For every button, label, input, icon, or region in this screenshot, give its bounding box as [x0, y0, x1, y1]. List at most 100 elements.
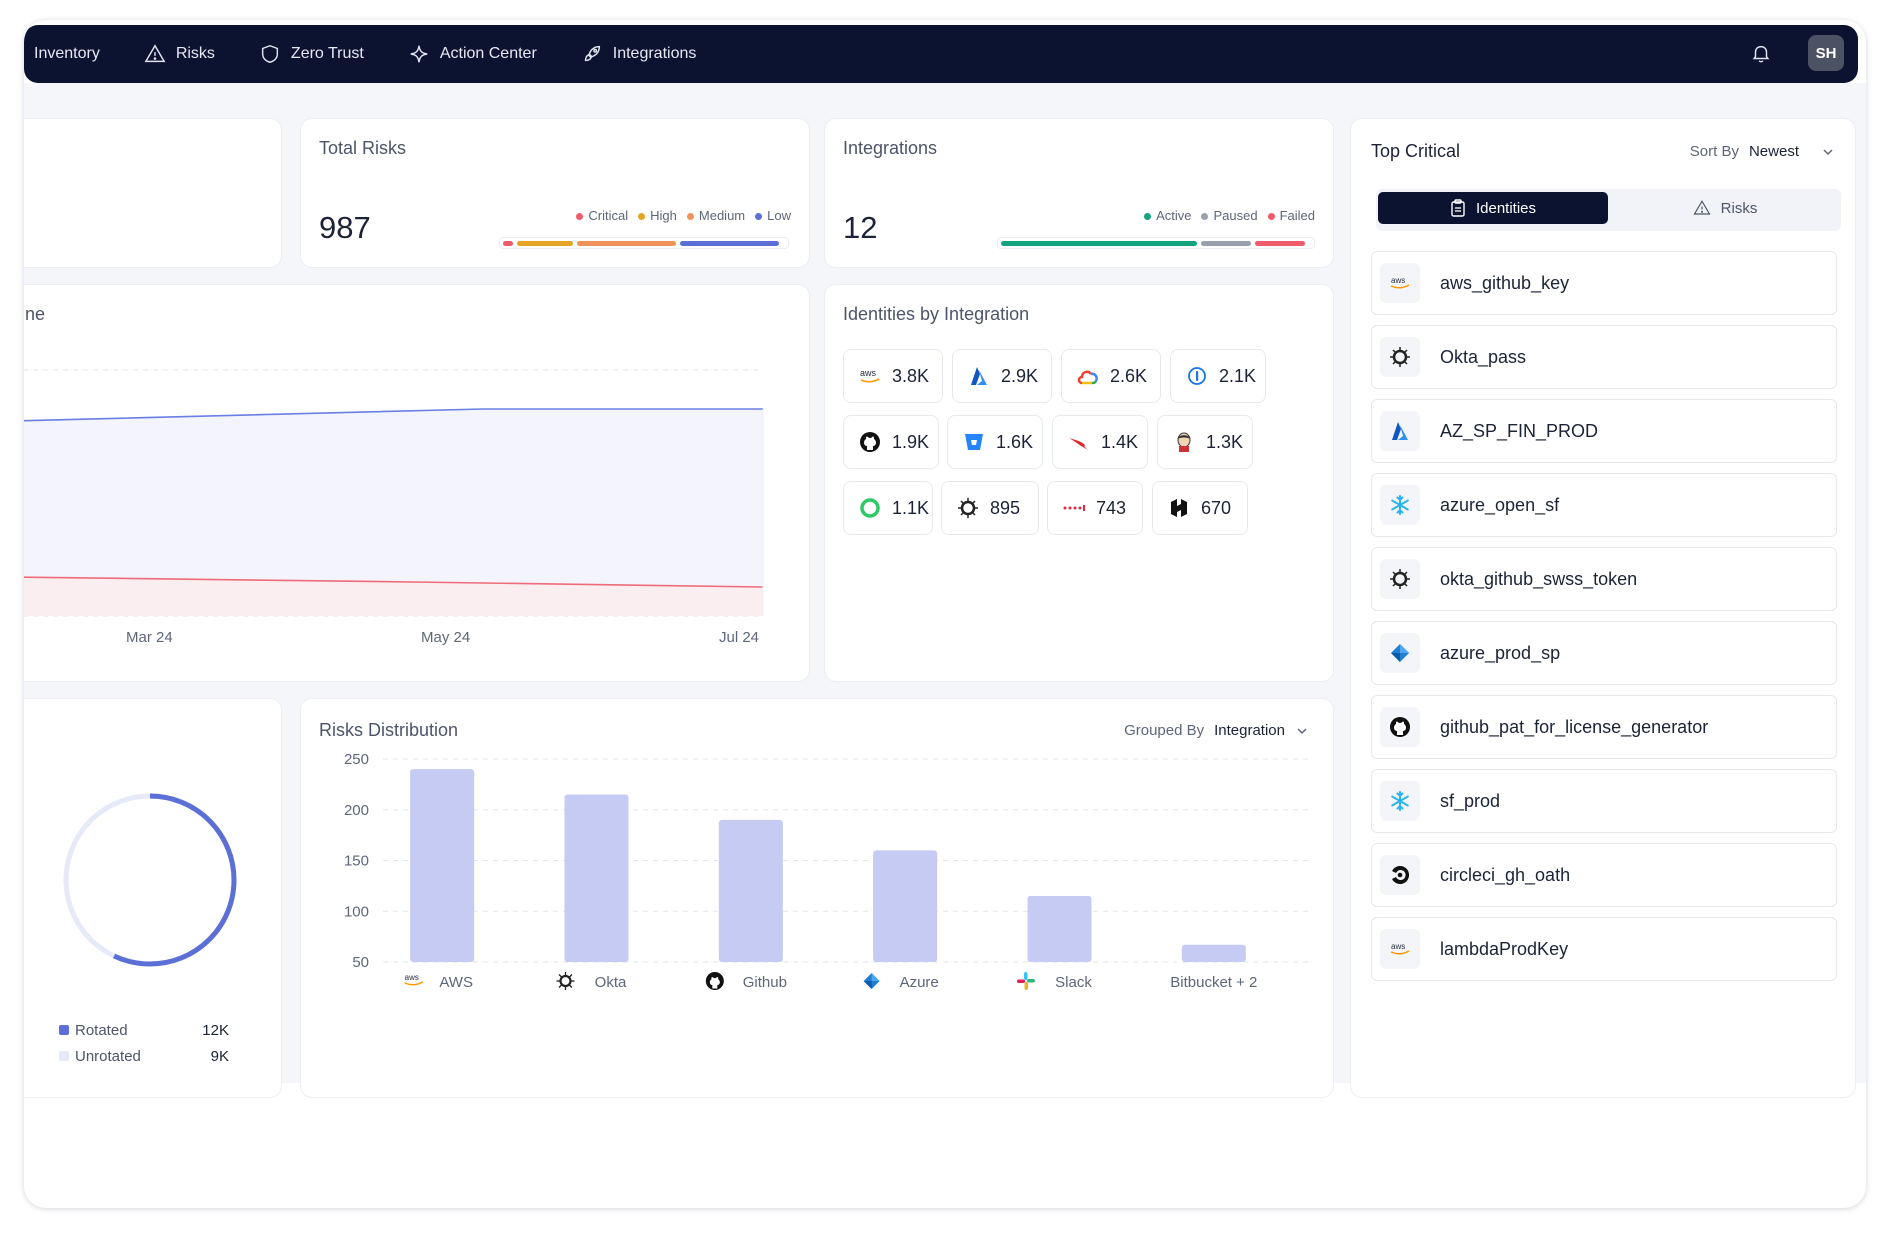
integration-pill-crowdstrike[interactable]: 1.4K	[1052, 415, 1148, 469]
top-critical-item[interactable]: azure_prod_sp	[1371, 621, 1837, 685]
integration-pill-value: 670	[1201, 497, 1232, 518]
integration-pill-value: 2.1K	[1219, 365, 1257, 386]
hashicorp-icon	[1167, 496, 1191, 520]
nav-risks[interactable]: Risks	[144, 43, 215, 65]
top-critical-item[interactable]: okta_github_swss_token	[1371, 547, 1837, 611]
integration-pill-1password[interactable]: 2.1K	[1170, 349, 1266, 403]
risks-distribution-card: Risks Distribution Grouped By Integratio…	[300, 698, 1334, 1098]
dashboard-content: Total Risks 987 Critical High Medium Low…	[24, 83, 1866, 1098]
top-critical-item[interactable]: azure_open_sf	[1371, 473, 1837, 537]
rocket-icon	[584, 45, 600, 62]
sort-by-value: Newest	[1748, 143, 1799, 160]
azure-icon	[863, 973, 880, 989]
warning-triangle-icon	[1693, 200, 1711, 215]
top-critical-item[interactable]: Okta_pass	[1371, 325, 1837, 389]
tab-risks-label: Risks	[1720, 199, 1758, 217]
top-critical-item[interactable]: AZ_SP_FIN_PROD	[1371, 399, 1837, 463]
bar-github[interactable]	[718, 819, 783, 962]
integration-pill-value: 895	[990, 497, 1021, 518]
top-critical-item[interactable]: github_pat_for_license_generator	[1371, 695, 1837, 759]
top-critical-item[interactable]: aws lambdaProdKey	[1371, 917, 1837, 981]
bar-okta[interactable]	[564, 794, 629, 962]
azure-devops-icon	[1380, 633, 1420, 673]
integration-pill-okta[interactable]: 895	[941, 481, 1039, 535]
nav-zero-trust-label: Zero Trust	[290, 45, 364, 62]
integrations-title: Integrations	[843, 138, 938, 158]
x-category-label: Bitbucket + 2	[1170, 974, 1257, 991]
bar-bitbucket-2[interactable]	[1181, 944, 1246, 962]
github-icon	[858, 430, 882, 454]
integrations-card: Integrations 12 Active Paused Failed	[824, 118, 1334, 268]
integration-pill-dots[interactable]: 743	[1047, 481, 1143, 535]
top-critical-item-name: lambdaProdKey	[1440, 938, 1569, 959]
aws-icon: aws	[858, 364, 882, 388]
nav-integrations-label: Integrations	[612, 45, 697, 62]
top-critical-item[interactable]: circleci_gh_oath	[1371, 843, 1837, 907]
snowflake-icon	[1380, 485, 1420, 525]
integration-pill-jenkins[interactable]: 1.3K	[1157, 415, 1253, 469]
grouped-by-dropdown[interactable]: Grouped By Integration	[1124, 722, 1309, 739]
okta-icon	[1380, 337, 1420, 377]
legend-high: High	[638, 208, 677, 223]
avatar[interactable]: SH	[1808, 35, 1844, 71]
github-icon	[705, 972, 724, 990]
rotation-donut	[63, 793, 237, 967]
google-cloud-icon	[1076, 364, 1100, 388]
warning-triangle-icon	[144, 44, 166, 63]
y-tick-label: 250	[344, 751, 369, 768]
crowdstrike-icon	[1067, 430, 1091, 454]
integration-pill-value: 3.8K	[892, 365, 930, 386]
risks-distribution-title: Risks Distribution	[319, 720, 459, 740]
circleci-icon	[1380, 855, 1420, 895]
nav-action-center[interactable]: Action Center	[408, 43, 537, 65]
integration-pill-ring[interactable]: 1.1K	[843, 481, 933, 535]
integration-pill-bitbucket[interactable]: 1.6K	[947, 415, 1043, 469]
top-critical-item-name: azure_open_sf	[1440, 494, 1560, 515]
top-critical-item[interactable]: sf_prod	[1371, 769, 1837, 833]
legend-paused: Paused	[1201, 208, 1258, 223]
sort-by-dropdown[interactable]: Sort By Newest	[1690, 143, 1835, 160]
legend-unrotated: Unrotated 9K	[59, 1048, 229, 1065]
top-critical-title: Top Critical	[1371, 141, 1461, 161]
risks-distribution-chart: 50 100 150 200 250 AWS aws Okta Github Azure Slack…	[344, 751, 1309, 991]
bar-azure[interactable]	[873, 850, 938, 962]
timeline-x-label-1: May 24	[421, 629, 470, 646]
top-critical-card: Top Critical Sort By Newest Identities R…	[1350, 118, 1856, 1098]
top-critical-item-name: Okta_pass	[1440, 346, 1527, 367]
total-risks-title: Total Risks	[319, 138, 407, 158]
nav-zero-trust[interactable]: Zero Trust	[259, 43, 364, 65]
integration-pill-value: 1.4K	[1101, 431, 1139, 452]
integration-pill-value: 1.1K	[892, 497, 930, 518]
y-tick-label: 150	[344, 853, 369, 870]
integration-pill-value: 743	[1096, 497, 1127, 518]
integrations-value: 12	[843, 210, 878, 245]
shield-icon	[261, 44, 278, 64]
partial-summary-card	[24, 118, 282, 268]
nav-inventory[interactable]: Inventory	[34, 45, 100, 63]
legend-failed: Failed	[1267, 208, 1315, 223]
identities-by-integration-card: Identities by Integration aws 3.8K 2.9K …	[824, 284, 1334, 682]
integration-pill-github[interactable]: 1.9K	[843, 415, 939, 469]
integration-pill-value: 1.6K	[996, 431, 1034, 452]
integration-pill-hashicorp[interactable]: 670	[1152, 481, 1248, 535]
aws-icon: aws	[1380, 263, 1420, 303]
top-critical-item-name: sf_prod	[1440, 790, 1501, 811]
circle-ring-icon	[858, 496, 882, 520]
top-critical-item[interactable]: aws aws_github_key	[1371, 251, 1837, 315]
integration-pill-azure[interactable]: 2.9K	[952, 349, 1052, 403]
tab-risks[interactable]: Risks	[1610, 192, 1840, 224]
tab-identities[interactable]: Identities	[1378, 192, 1608, 224]
top-critical-item-name: okta_github_swss_token	[1440, 568, 1638, 589]
integration-pill-google-cloud[interactable]: 2.6K	[1061, 349, 1161, 403]
nav-integrations[interactable]: Integrations	[581, 43, 697, 65]
bar-slack[interactable]	[1027, 896, 1092, 962]
y-tick-label: 200	[344, 802, 369, 819]
x-category-label: AWS	[439, 974, 473, 991]
bar-aws[interactable]	[410, 769, 475, 962]
azure-icon	[967, 364, 991, 388]
integration-pill-value: 1.3K	[1206, 431, 1244, 452]
bell-icon[interactable]	[1750, 42, 1772, 64]
integration-pill-aws[interactable]: aws 3.8K	[843, 349, 943, 403]
timeline-chart: Mar 24 May 24 Jul 24	[24, 369, 764, 646]
okta-icon	[1380, 559, 1420, 599]
